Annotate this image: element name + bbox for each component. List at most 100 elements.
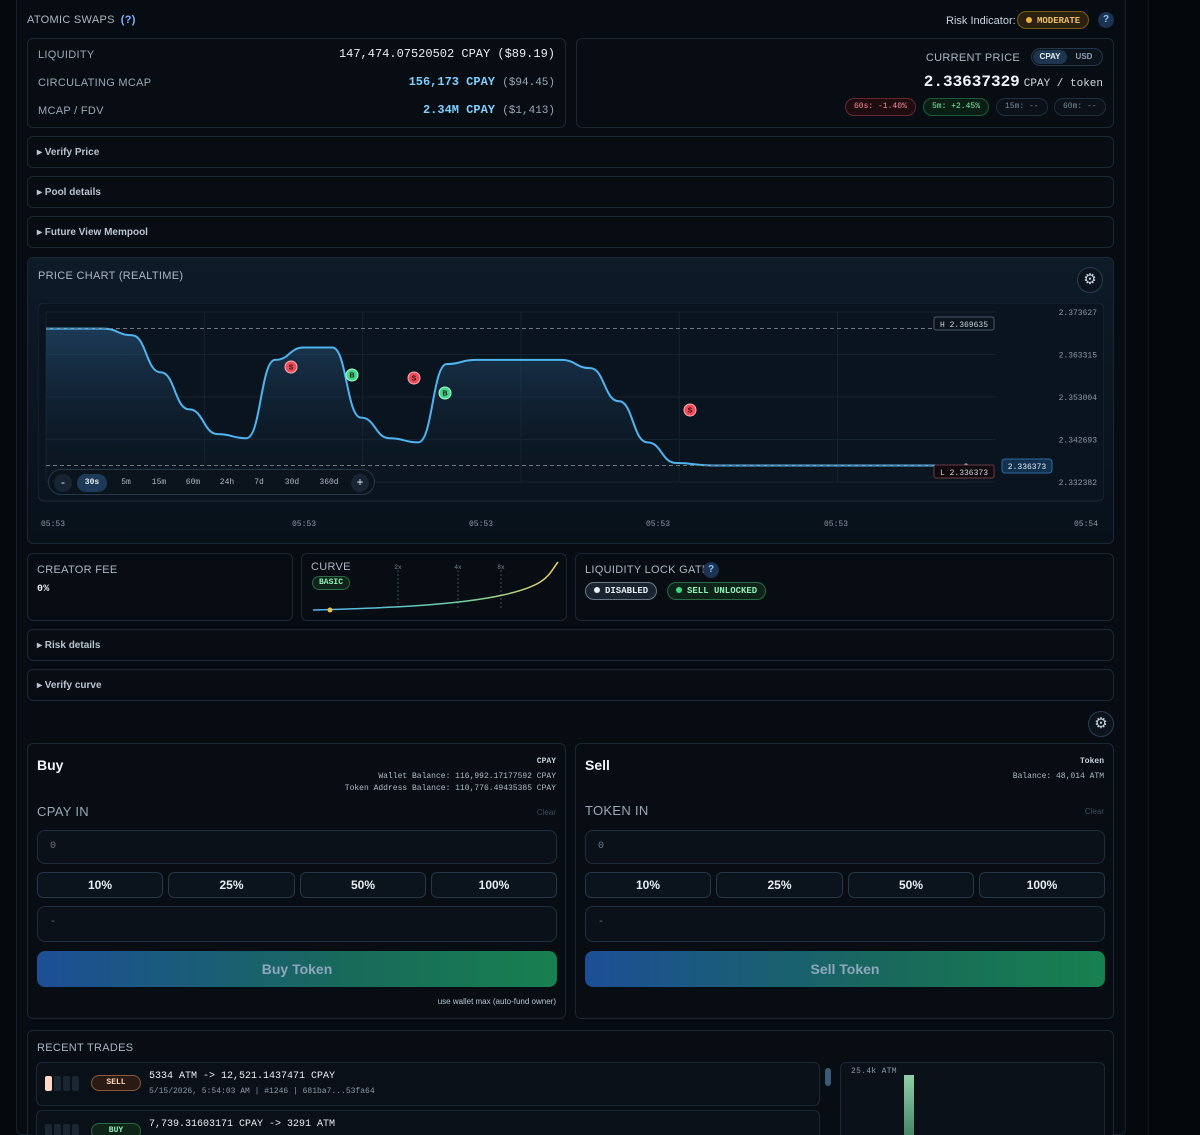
curve-position-dot xyxy=(327,607,333,613)
zoom-out-button[interactable]: - xyxy=(54,474,72,492)
toggle-cpay[interactable]: CPAY xyxy=(1033,50,1067,64)
current-price-tag: 2.336373 xyxy=(1008,463,1047,472)
sell-50-percent-button[interactable]: 50% xyxy=(848,872,974,898)
page-title: ATOMIC SWAPS (?) xyxy=(27,14,136,26)
recent-trades-title: RECENT TRADES xyxy=(37,1042,134,1054)
current-price-label: CURRENT PRICE xyxy=(925,52,1020,64)
buy-50-percent-button[interactable]: 50% xyxy=(300,872,426,898)
curve-badge: BASIC xyxy=(312,576,351,590)
token-in-input[interactable]: 0 xyxy=(585,830,1105,864)
trade-size-bars xyxy=(45,1076,81,1096)
risk-indicator-label: Risk Indicator: xyxy=(946,15,1016,27)
status-dot-icon xyxy=(676,587,682,593)
circulating-row: CIRCULATING MCAP 156,173 CPAY ($94.45) xyxy=(38,71,555,95)
timeframe-60m[interactable]: 60m xyxy=(185,478,201,487)
y-tick-label: 2.373627 xyxy=(1059,309,1098,318)
x-tick-label: 05:53 xyxy=(292,520,317,529)
marker-label: S xyxy=(412,376,417,383)
trade-row[interactable]: BUY 7,739.31603171 CPAY -> 3291 ATM xyxy=(36,1110,820,1135)
pool-details-toggle[interactable]: ▸ Pool details xyxy=(27,176,1114,208)
mcap-value: 2.34M CPAY xyxy=(422,103,495,117)
trade-summary: 7,739.31603171 CPAY -> 3291 ATM xyxy=(149,1119,336,1130)
buy-marker xyxy=(345,368,359,382)
right-sidebar xyxy=(1148,0,1200,1135)
timeframe-24h[interactable]: 24h xyxy=(219,478,235,487)
change-60s: 60s: -1.40% xyxy=(845,98,916,116)
trades-scrollbar[interactable] xyxy=(825,1068,831,1086)
disabled-badge: DISABLED xyxy=(585,582,658,600)
buy-clear-button[interactable]: Clear xyxy=(536,808,556,817)
high-tag: H 2.369635 xyxy=(933,316,995,331)
x-tick-label: 05:53 xyxy=(469,520,494,529)
mcap-usd: ($1,413) xyxy=(502,105,555,117)
wallet-max-hint[interactable]: use wallet max (auto-fund owner) xyxy=(437,997,556,1006)
zoom-in-button[interactable]: + xyxy=(351,474,369,492)
y-tick-label: 2.363315 xyxy=(1059,352,1098,361)
marker-label: S xyxy=(289,365,294,372)
lock-help-icon[interactable]: ? xyxy=(703,562,719,578)
buy-marker xyxy=(438,386,452,400)
low-tag: L 2.336373 xyxy=(933,464,995,479)
sell-100-percent-button[interactable]: 100% xyxy=(979,872,1105,898)
buy-25-percent-button[interactable]: 25% xyxy=(168,872,295,898)
risk-badge: MODERATE xyxy=(1017,11,1090,29)
cpay-in-label: CPAY IN xyxy=(37,804,89,819)
timeframe-7d[interactable]: 7d xyxy=(254,478,264,487)
verify-curve-toggle[interactable]: ▸ Verify curve xyxy=(27,669,1114,701)
risk-details-toggle[interactable]: ▸ Risk details xyxy=(27,629,1114,661)
sell-10-percent-button[interactable]: 10% xyxy=(585,872,711,898)
timeframe-15m[interactable]: 15m xyxy=(151,478,167,487)
trade-row[interactable]: SELL 5334 ATM -> 12,521.1437471 CPAY 5/1… xyxy=(36,1062,820,1106)
sell-token-button[interactable]: Sell Token xyxy=(585,951,1105,987)
current-price-value: 2.33637329 CPAY / token xyxy=(923,73,1103,91)
liquidity-row: LIQUIDITY 147,474.07520502 CPAY ($89.19) xyxy=(38,43,555,67)
sell-balance: Balance: 48,014 ATM xyxy=(1012,772,1104,781)
future-view-mempool-toggle[interactable]: ▸ Future View Mempool xyxy=(27,216,1114,248)
risk-help-icon[interactable]: ? xyxy=(1098,12,1114,28)
stats-panel: LIQUIDITY 147,474.07520502 CPAY ($89.19)… xyxy=(27,38,566,128)
trade-settings-gear-icon[interactable]: ⚙ xyxy=(1088,711,1114,737)
mcap-row: MCAP / FDV 2.34M CPAY ($1,413) xyxy=(38,99,555,123)
price-line xyxy=(46,327,966,467)
sell-marker xyxy=(683,403,697,417)
sell-unlocked-badge: SELL UNLOCKED xyxy=(667,582,767,600)
toggle-usd[interactable]: USD xyxy=(1075,52,1093,61)
sell-panel: Sell Token Balance: 48,014 ATM TOKEN IN … xyxy=(575,743,1114,1019)
sell-clear-button[interactable]: Clear xyxy=(1084,807,1104,816)
timeframe-360d[interactable]: 360d xyxy=(319,478,339,487)
sell-badge: SELL xyxy=(91,1075,141,1091)
price-chart: SB SBS 2.3736272.3633152.3530042.3426932.… xyxy=(38,303,1104,502)
cpay-in-input[interactable]: 0 xyxy=(37,830,557,864)
wallet-balance: Wallet Balance: 116,992.17177592 CPAY xyxy=(378,772,556,781)
liquidity-lock-panel: LIQUIDITY LOCK GATE ? DISABLED SELL UNLO… xyxy=(575,553,1114,621)
sell-25-percent-button[interactable]: 25% xyxy=(716,872,843,898)
timeframe-selector: - 30s 5m 15m 60m 24h 7d 30d 360d + xyxy=(48,469,375,495)
token-address-balance: Token Address Balance: 110,776.49435385 … xyxy=(344,784,556,793)
chart-title: PRICE CHART (REALTIME) xyxy=(38,270,184,282)
trade-summary: 5334 ATM -> 12,521.1437471 CPAY xyxy=(149,1071,336,1082)
buy-10-percent-button[interactable]: 10% xyxy=(37,872,163,898)
lock-gate-label: LIQUIDITY LOCK GATE xyxy=(585,564,710,576)
curve-mark-2x: 2x xyxy=(394,564,402,571)
chart-settings-gear-icon[interactable]: ⚙ xyxy=(1077,267,1103,293)
timeframe-5m[interactable]: 5m xyxy=(121,478,131,487)
marker-label: B xyxy=(442,391,447,398)
trade-markers: S B S B S xyxy=(284,360,968,468)
low-label: L 2.336373 xyxy=(940,469,988,478)
currency-toggle: CPAY USD xyxy=(1031,48,1103,66)
buy-token-button[interactable]: Buy Token xyxy=(37,951,557,987)
y-tick-label: 2.353004 xyxy=(1059,394,1098,403)
timeframe-30d[interactable]: 30d xyxy=(284,478,300,487)
creator-fee-panel: CREATOR FEE 0% xyxy=(27,553,293,621)
buy-output-preview: - xyxy=(37,906,557,942)
high-label: H 2.369635 xyxy=(940,321,988,330)
status-dot-icon xyxy=(594,587,600,593)
verify-price-toggle[interactable]: ▸ Verify Price xyxy=(27,136,1114,168)
x-tick-label: 05:53 xyxy=(824,520,849,529)
curve-mark-8x: 8x xyxy=(497,564,505,571)
help-link[interactable]: (?) xyxy=(120,14,136,26)
buy-100-percent-button[interactable]: 100% xyxy=(431,872,557,898)
curve-label: CURVE xyxy=(311,561,351,573)
curve-panel: CURVE BASIC 2x 4x 8x xyxy=(301,553,567,621)
timeframe-30s[interactable]: 30s xyxy=(77,474,107,492)
